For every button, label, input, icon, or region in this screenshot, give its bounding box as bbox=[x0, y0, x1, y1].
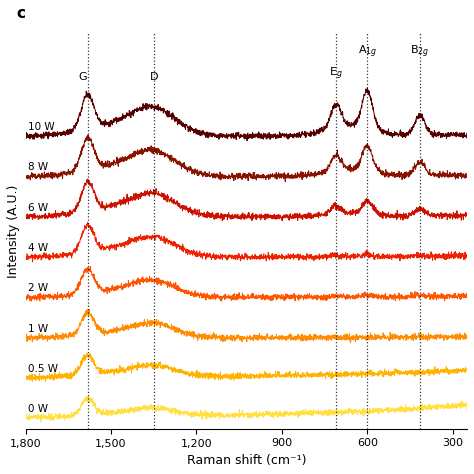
Text: B$_{2g}$: B$_{2g}$ bbox=[410, 44, 430, 60]
Y-axis label: Intensity (A.U.): Intensity (A.U.) bbox=[7, 184, 20, 277]
Text: 6 W: 6 W bbox=[28, 203, 48, 213]
Text: D: D bbox=[149, 72, 158, 82]
Text: E$_g$: E$_g$ bbox=[329, 65, 343, 82]
Text: 8 W: 8 W bbox=[28, 163, 48, 173]
Text: A$_{1g}$: A$_{1g}$ bbox=[358, 44, 377, 60]
Text: 10 W: 10 W bbox=[28, 122, 55, 132]
Text: G: G bbox=[78, 72, 87, 82]
X-axis label: Raman shift (cm⁻¹): Raman shift (cm⁻¹) bbox=[187, 454, 306, 467]
Text: 2 W: 2 W bbox=[28, 283, 48, 293]
Text: 0 W: 0 W bbox=[28, 404, 48, 414]
Text: 4 W: 4 W bbox=[28, 243, 48, 253]
Text: 1 W: 1 W bbox=[28, 324, 48, 334]
Text: 0.5 W: 0.5 W bbox=[28, 364, 58, 374]
Text: c: c bbox=[17, 6, 26, 21]
